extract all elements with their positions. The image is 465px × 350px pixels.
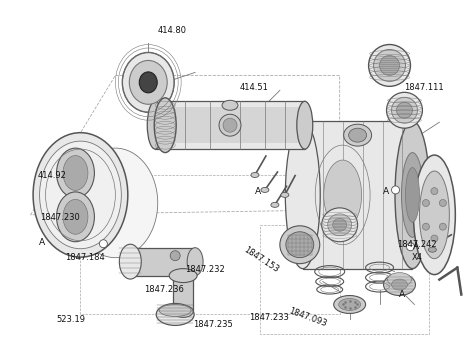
Text: X4: X4 (412, 253, 423, 262)
Ellipse shape (159, 304, 191, 316)
Ellipse shape (431, 235, 438, 242)
Ellipse shape (324, 160, 362, 230)
Ellipse shape (419, 171, 449, 259)
Ellipse shape (379, 56, 399, 75)
Text: 1847.230: 1847.230 (40, 214, 80, 222)
Ellipse shape (122, 52, 174, 112)
Ellipse shape (439, 199, 446, 206)
Ellipse shape (187, 248, 203, 275)
Text: 414.51: 414.51 (240, 83, 269, 92)
Ellipse shape (173, 306, 193, 317)
Text: 1847.236: 1847.236 (144, 285, 184, 294)
Text: A: A (255, 188, 261, 196)
Ellipse shape (57, 148, 94, 198)
Ellipse shape (431, 188, 438, 195)
Ellipse shape (406, 243, 414, 251)
Ellipse shape (386, 92, 422, 128)
Text: 1847.235: 1847.235 (193, 320, 233, 329)
Ellipse shape (33, 133, 128, 257)
Ellipse shape (413, 155, 455, 275)
Ellipse shape (280, 226, 320, 264)
Ellipse shape (63, 156, 88, 190)
Ellipse shape (387, 273, 412, 287)
Ellipse shape (401, 153, 424, 237)
Ellipse shape (169, 269, 197, 282)
Ellipse shape (222, 100, 238, 110)
Ellipse shape (322, 208, 358, 242)
Text: A: A (39, 238, 45, 247)
Text: A: A (399, 290, 405, 299)
Text: 1847.232: 1847.232 (185, 265, 225, 274)
Text: 1847.233: 1847.233 (249, 313, 289, 322)
Ellipse shape (73, 148, 158, 258)
Ellipse shape (392, 186, 399, 194)
Ellipse shape (373, 49, 405, 81)
Ellipse shape (281, 193, 289, 197)
Polygon shape (130, 248, 195, 275)
Polygon shape (155, 107, 305, 143)
Ellipse shape (261, 188, 269, 193)
Ellipse shape (328, 214, 352, 236)
Ellipse shape (271, 202, 279, 207)
Ellipse shape (122, 248, 138, 275)
Ellipse shape (369, 44, 411, 86)
Ellipse shape (219, 114, 241, 136)
Ellipse shape (405, 168, 419, 222)
Ellipse shape (129, 61, 167, 104)
Ellipse shape (170, 251, 180, 261)
Ellipse shape (57, 192, 94, 242)
Ellipse shape (154, 98, 176, 153)
Ellipse shape (156, 303, 194, 326)
Ellipse shape (147, 101, 163, 149)
Ellipse shape (251, 173, 259, 177)
Ellipse shape (422, 223, 429, 230)
Ellipse shape (332, 218, 347, 231)
Ellipse shape (392, 279, 407, 290)
Ellipse shape (392, 97, 418, 123)
Ellipse shape (223, 118, 237, 132)
Polygon shape (173, 275, 193, 312)
Ellipse shape (397, 102, 412, 118)
Ellipse shape (286, 121, 320, 269)
Text: 1847.093: 1847.093 (288, 306, 328, 328)
Ellipse shape (63, 199, 88, 234)
Ellipse shape (349, 128, 366, 142)
Ellipse shape (297, 101, 313, 149)
Text: 1847.242: 1847.242 (398, 240, 437, 249)
Polygon shape (303, 121, 412, 269)
Ellipse shape (286, 232, 314, 258)
Ellipse shape (120, 244, 141, 279)
Polygon shape (155, 101, 305, 149)
Ellipse shape (439, 223, 446, 230)
Text: 523.19: 523.19 (57, 315, 86, 324)
Ellipse shape (140, 72, 157, 93)
Ellipse shape (395, 121, 430, 269)
Text: 414.80: 414.80 (158, 26, 186, 35)
Ellipse shape (384, 274, 415, 295)
Ellipse shape (428, 247, 436, 252)
Ellipse shape (40, 141, 121, 249)
Ellipse shape (422, 199, 429, 206)
Text: 1847.111: 1847.111 (405, 83, 444, 92)
Ellipse shape (334, 295, 365, 314)
Text: 1847.153: 1847.153 (242, 245, 280, 274)
Text: 414.92: 414.92 (38, 170, 66, 180)
Ellipse shape (344, 124, 372, 146)
Ellipse shape (339, 299, 361, 310)
Text: 1847.184: 1847.184 (66, 253, 105, 262)
Text: A: A (383, 188, 389, 196)
Ellipse shape (100, 240, 107, 248)
Text: A: A (412, 242, 418, 251)
